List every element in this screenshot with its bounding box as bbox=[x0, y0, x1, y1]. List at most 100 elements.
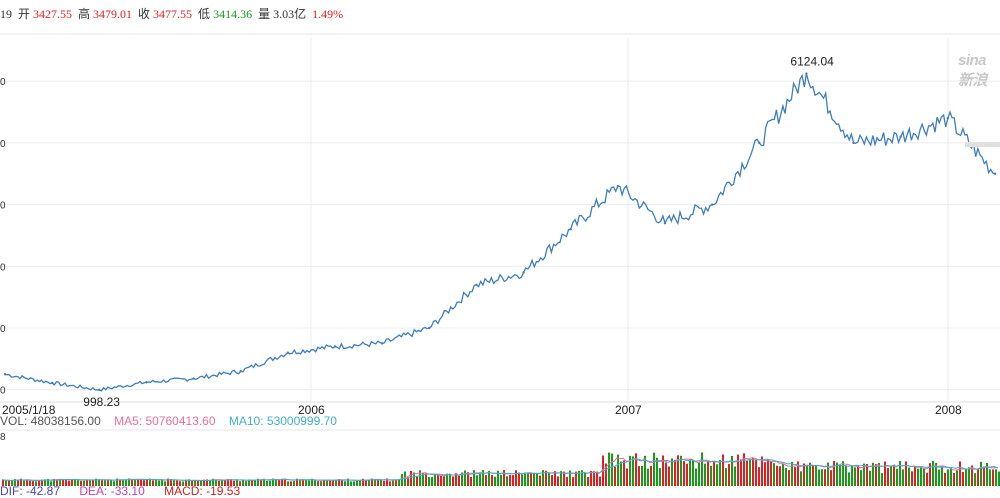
volume-bar bbox=[356, 480, 358, 486]
volume-bar bbox=[47, 478, 49, 486]
low-label: 低 bbox=[198, 7, 211, 21]
volume-bar bbox=[614, 466, 616, 486]
volume-bar bbox=[956, 470, 958, 486]
volume-bar bbox=[209, 480, 211, 486]
volume-bar bbox=[317, 481, 319, 486]
price-point bbox=[428, 326, 431, 330]
volume-bar bbox=[275, 479, 277, 486]
close-value: 3477.55 bbox=[153, 7, 193, 21]
volume-bar bbox=[194, 480, 196, 486]
volume-bar bbox=[893, 464, 895, 486]
volume-bar bbox=[692, 460, 694, 486]
volume-bar bbox=[953, 472, 955, 486]
volume-bar bbox=[248, 479, 250, 486]
volume-label: 量 bbox=[258, 7, 271, 21]
price-point bbox=[946, 117, 950, 120]
volume-bar bbox=[482, 470, 484, 486]
volume-bar bbox=[929, 463, 931, 486]
volume-bar bbox=[677, 455, 679, 486]
volume-bar bbox=[521, 474, 523, 486]
volume-bar bbox=[110, 479, 112, 486]
volume-bar bbox=[431, 477, 433, 486]
volume-bar bbox=[860, 470, 862, 486]
volume-bar bbox=[665, 462, 667, 486]
volume-bar bbox=[263, 478, 265, 486]
volume-bar bbox=[461, 472, 463, 486]
volume-bar bbox=[572, 477, 574, 486]
volume-bar bbox=[422, 472, 424, 486]
volume-bar bbox=[737, 454, 739, 486]
volume-bar bbox=[971, 465, 973, 486]
x-tick-label: 2007 bbox=[615, 403, 642, 417]
volume-bar bbox=[689, 459, 691, 486]
volume-bar bbox=[35, 481, 37, 486]
volume-bar bbox=[920, 466, 922, 486]
volume-bar bbox=[224, 480, 226, 486]
volume-bar bbox=[236, 479, 238, 486]
volume-bar bbox=[878, 463, 880, 486]
volume-bar bbox=[407, 477, 409, 486]
volume-bar bbox=[821, 469, 823, 486]
volume-bar bbox=[476, 475, 478, 486]
volume-bar bbox=[158, 480, 160, 486]
volume-bar bbox=[557, 476, 559, 486]
dif-legend-value: DIF: -42.87 bbox=[0, 484, 61, 498]
volume-bar bbox=[605, 463, 607, 486]
volume-bar bbox=[536, 472, 538, 486]
volume-axis-label: 8 bbox=[0, 432, 6, 443]
volume-bar bbox=[887, 467, 889, 486]
volume-bar bbox=[473, 470, 475, 486]
volume-bar bbox=[686, 463, 688, 486]
price-point bbox=[663, 221, 667, 225]
volume-bar bbox=[131, 478, 133, 486]
volume-bar bbox=[392, 480, 394, 486]
volume-bar bbox=[995, 469, 997, 486]
volume-bar bbox=[917, 468, 919, 486]
volume-bar bbox=[884, 461, 886, 486]
volume-bar bbox=[389, 481, 391, 486]
volume-bar bbox=[161, 479, 163, 486]
volume-bar bbox=[428, 477, 430, 486]
volume-bar bbox=[305, 479, 307, 486]
volume-bar bbox=[632, 456, 634, 486]
volume-bar bbox=[542, 470, 544, 486]
volume-bar bbox=[338, 479, 340, 486]
volume-bar bbox=[680, 455, 682, 486]
price-point bbox=[616, 184, 620, 188]
volume-bar bbox=[467, 472, 469, 486]
volume-bar bbox=[257, 478, 259, 486]
volume-bar bbox=[281, 478, 283, 486]
volume-bar bbox=[284, 478, 286, 486]
volume-bar bbox=[785, 467, 787, 486]
volume-bar bbox=[905, 461, 907, 486]
volume-bar bbox=[302, 479, 304, 486]
volume-bar bbox=[662, 455, 664, 486]
volume-bar bbox=[944, 472, 946, 486]
price-point bbox=[239, 369, 242, 373]
price-point bbox=[333, 345, 337, 348]
volume-bar bbox=[344, 481, 346, 486]
volume-bar bbox=[266, 480, 268, 486]
volume-bar bbox=[713, 460, 715, 486]
volume-bar bbox=[182, 481, 184, 486]
volume-bar bbox=[590, 470, 592, 486]
volume-bar bbox=[755, 459, 757, 486]
volume-bar bbox=[353, 481, 355, 486]
volume-bar bbox=[326, 480, 328, 486]
volume-bar bbox=[641, 465, 643, 486]
volume-bar bbox=[788, 470, 790, 486]
volume-bar bbox=[113, 481, 115, 486]
volume-bar bbox=[938, 469, 940, 486]
volume-bar bbox=[506, 476, 508, 486]
high-label: 高 bbox=[78, 7, 91, 21]
volume-bar bbox=[986, 462, 988, 486]
volume-bar bbox=[368, 479, 370, 486]
volume-bar bbox=[593, 471, 595, 486]
volume-bar bbox=[968, 467, 970, 486]
volume-bar bbox=[134, 479, 136, 486]
volume-bar bbox=[221, 479, 223, 486]
volume-bar bbox=[347, 478, 349, 486]
y-tick-label: 0 bbox=[0, 77, 6, 88]
volume-bar bbox=[779, 466, 781, 486]
